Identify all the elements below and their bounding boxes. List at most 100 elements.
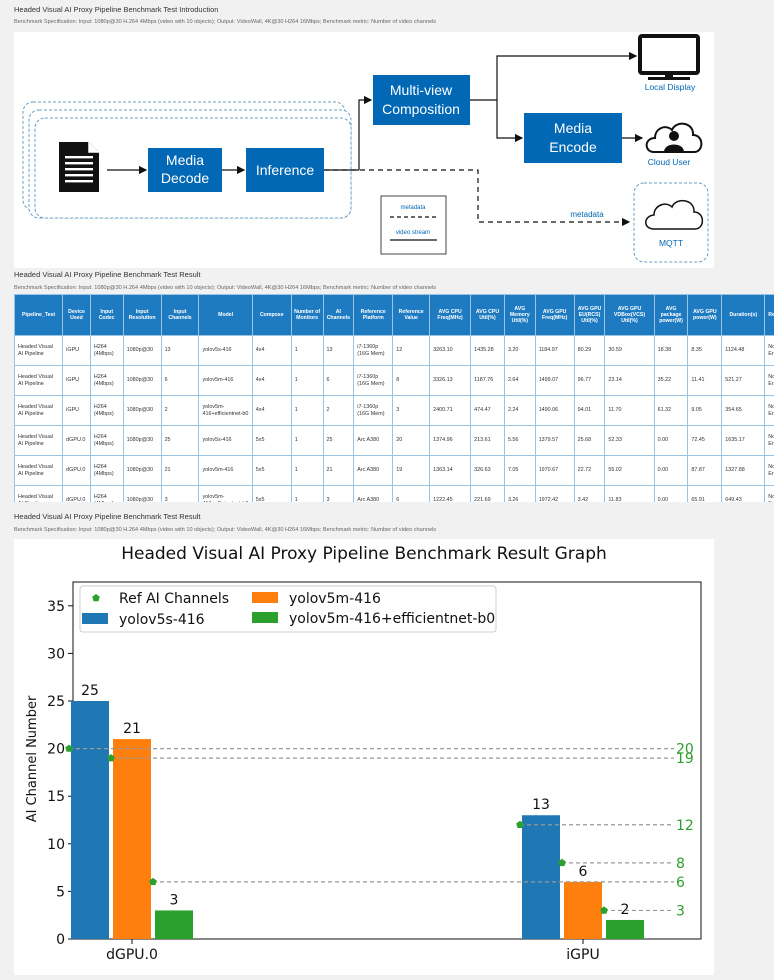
y-tick-label: 35 xyxy=(47,599,65,615)
reference-value-label: 20 xyxy=(676,742,694,758)
y-tick-label: 5 xyxy=(56,884,65,900)
table-cell: dGPU.0 xyxy=(62,485,91,502)
table-cell: 8.35 xyxy=(687,335,723,366)
table-cell: No Error xyxy=(764,455,774,486)
reference-marker xyxy=(516,820,524,828)
y-tick-label: 0 xyxy=(56,932,65,948)
legend-series-label: yolov5s-416 xyxy=(119,612,205,628)
legend-ref-label: Ref AI Channels xyxy=(119,591,229,607)
table-cell: iGPU xyxy=(62,335,91,366)
table-cell: 30.59 xyxy=(604,335,655,366)
bar-value-label: 6 xyxy=(579,864,588,880)
table-cell: 4x4 xyxy=(251,395,292,426)
y-tick-label: 10 xyxy=(47,837,65,853)
table-cell: Headed Visual AI Pipeline xyxy=(14,365,64,396)
table-cell: 2 xyxy=(160,395,200,426)
legend-video-label: video stream xyxy=(396,230,430,236)
reference-value-label: 8 xyxy=(676,856,685,872)
table-header-cell: Pipeline_Test xyxy=(14,294,64,336)
reference-value-label: 12 xyxy=(676,818,694,834)
table-header-cell: AVG package power(W) xyxy=(653,294,689,336)
multiview-label-2: Composition xyxy=(382,101,460,117)
table-cell: Arc A380 xyxy=(353,455,394,486)
table-cell: 1 xyxy=(290,455,324,486)
table-header-cell: AI Channels xyxy=(322,294,355,336)
table-cell: 52.33 xyxy=(604,425,655,456)
mqtt-label: MQTT xyxy=(659,238,683,248)
table-cell: yolov5m-416+efficientnet-b0 xyxy=(198,395,253,426)
table-cell: dGPU.0 xyxy=(62,425,91,456)
table-cell: 1363.14 xyxy=(429,455,472,486)
table-cell: i7-1360p (16G Mem) xyxy=(353,335,394,366)
reference-marker xyxy=(65,744,73,752)
table-cell: 55.02 xyxy=(604,455,655,486)
table-cell: H264 (4Mbps) xyxy=(89,425,124,456)
table-cell: 354.65 xyxy=(721,395,766,426)
table-cell: 8 xyxy=(392,365,431,396)
table-cell: 12 xyxy=(392,335,431,366)
graph-section-spec: Benchmark Specification: Input: 1080p@30… xyxy=(14,527,437,533)
table-cell: 1 xyxy=(290,425,324,456)
reference-marker xyxy=(107,754,115,762)
table-header-cell: Input Codec xyxy=(89,294,124,336)
table-cell: Arc A380 xyxy=(353,425,394,456)
table-cell: 65.91 xyxy=(687,485,723,502)
chart-legend: Ref AI Channels yolov5s-416 yolov5m-416 yol… xyxy=(79,585,497,633)
legend-series-label: yolov5m-416 xyxy=(289,591,381,607)
multiview-label-1: Multi-view xyxy=(390,82,453,98)
media-encode-label-2: Encode xyxy=(549,139,597,155)
table-header-cell: Result xyxy=(764,294,774,336)
table-cell: 1635.17 xyxy=(721,425,766,456)
table-cell: 326.63 xyxy=(470,455,505,486)
local-display-label: Local Display xyxy=(645,82,696,92)
table-header-row: Pipeline_Test Device Used Input Codec Input… xyxy=(14,294,774,336)
legend-frame xyxy=(79,585,497,633)
reference-marker xyxy=(558,858,566,867)
table-header-cell: AVG GPU EU(RCS) Util(%) xyxy=(573,294,606,336)
table-cell: 3263.10 xyxy=(429,335,472,366)
table-cell: No Error xyxy=(764,395,774,426)
table-header-cell: AVG Memory Util(%) xyxy=(503,294,536,336)
table-cell: yolov5s-416 xyxy=(198,335,253,366)
table-header-cell: AVG GPU VDBox(VCS) Util(%) xyxy=(604,294,655,336)
result-title: Headed Visual AI Proxy Pipeline Benchmar… xyxy=(14,270,201,279)
table-cell: 1435.28 xyxy=(470,335,505,366)
table-cell: 1080p@30 xyxy=(122,455,162,486)
result-table-wrap: Pipeline_Test Device Used Input Codec Input… xyxy=(14,294,774,502)
table-cell: 94.01 xyxy=(573,395,606,426)
bar-value-label: 25 xyxy=(81,683,99,699)
table-cell: 221.69 xyxy=(470,485,505,502)
table-header-cell: AVG GPU power(W) xyxy=(687,294,723,336)
metadata-arrow-label: metadata xyxy=(570,210,604,219)
table-cell: 1222.45 xyxy=(429,485,472,502)
intro-spec: Benchmark Specification: Input: 1080p@30… xyxy=(14,19,437,25)
reference-value-label: 19 xyxy=(676,751,694,767)
table-cell: 1327.88 xyxy=(721,455,766,486)
table-header-cell: AVG GPU Freq(MHz) xyxy=(534,294,575,336)
table-cell: Headed Visual AI Pipeline xyxy=(14,335,64,366)
table-cell: 1080p@30 xyxy=(122,485,162,502)
reference-marker xyxy=(149,877,157,886)
table-cell: Headed Visual AI Pipeline xyxy=(14,485,64,502)
table-cell: 23.14 xyxy=(604,365,655,396)
table-cell: No Error xyxy=(764,365,774,396)
reference-value-label: 3 xyxy=(676,903,685,919)
reference-marker xyxy=(600,906,608,914)
table-cell: 11.41 xyxy=(687,365,723,396)
table-cell: 5x5 xyxy=(251,485,292,502)
bar xyxy=(522,815,560,939)
table-cell: 1 xyxy=(290,335,324,366)
bar xyxy=(113,739,151,939)
table-cell: H264 (4Mbps) xyxy=(89,365,124,396)
table-header-cell: Input Channels xyxy=(160,294,200,336)
legend-swatch xyxy=(252,612,278,623)
table-cell: 2 xyxy=(322,395,355,426)
y-axis-label: AI Channel Number xyxy=(25,695,40,822)
table-cell: 1 xyxy=(290,365,324,396)
table-cell: 61.32 xyxy=(653,395,689,426)
table-cell: 72.45 xyxy=(687,425,723,456)
table-cell: 0.00 xyxy=(653,455,689,486)
result-graph: Headed Visual AI Proxy Pipeline Benchmar… xyxy=(14,539,714,975)
reference-value-label: 6 xyxy=(676,875,685,891)
